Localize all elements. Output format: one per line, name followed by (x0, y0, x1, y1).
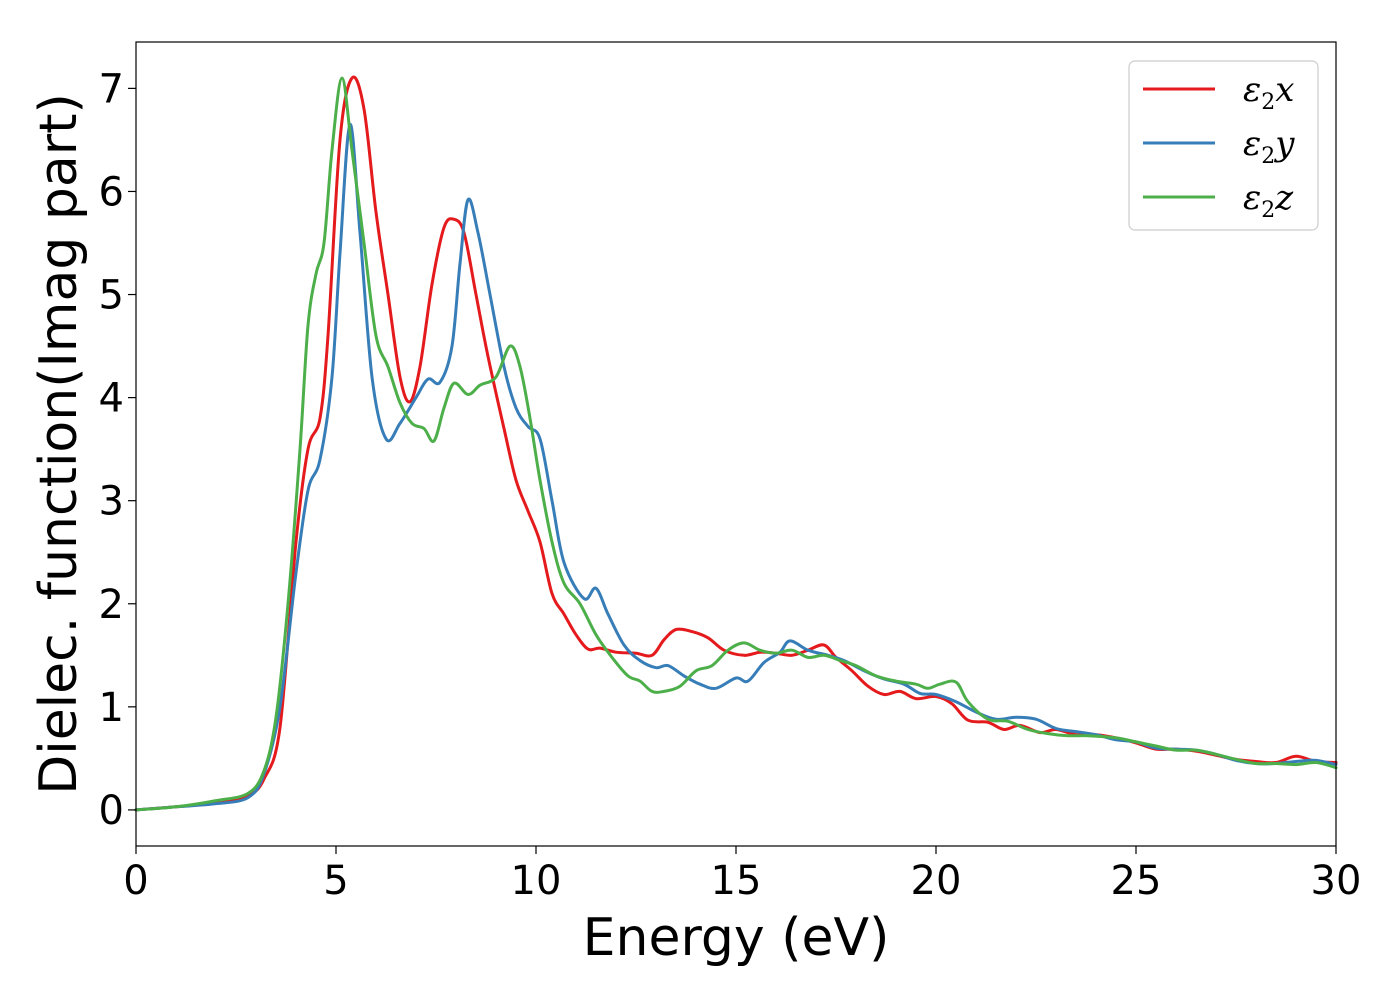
series-line-z (134, 76, 1338, 812)
y-tick-label: 4 (99, 376, 124, 422)
legend-subscript: 2 (1261, 90, 1275, 115)
legend-box (1128, 60, 1319, 231)
legend-suffix: x (1275, 70, 1294, 110)
y-tick-label: 3 (99, 479, 124, 525)
legend-subscript: 2 (1261, 144, 1275, 169)
y-tick-label: 7 (99, 66, 124, 112)
x-tick-label: 10 (511, 858, 562, 904)
legend-label-z: ε2z (1243, 178, 1294, 223)
y-tick-label: 1 (99, 685, 124, 731)
x-tick-label: 5 (323, 858, 348, 904)
y-tick-label: 6 (99, 169, 124, 215)
legend-suffix: z (1274, 178, 1294, 218)
y-axis-title: Dielec. function(Imag part) (29, 93, 89, 795)
legend-symbol: ε (1243, 124, 1261, 164)
legend-symbol: ε (1243, 178, 1261, 218)
x-axis: 0 5 10 15 20 25 30 (123, 846, 1361, 904)
x-tick-label: 30 (1311, 858, 1362, 904)
y-axis: 0 1 2 3 4 5 6 7 (99, 66, 136, 834)
y-tick-label: 0 (99, 788, 124, 834)
x-axis-title: Energy (eV) (583, 908, 890, 968)
x-tick-label: 15 (711, 858, 762, 904)
series-layer (134, 75, 1338, 812)
y-tick-label: 5 (99, 273, 124, 319)
legend-label-x: ε2x (1243, 70, 1294, 115)
legend-suffix: y (1273, 124, 1295, 164)
legend-subscript: 2 (1261, 198, 1275, 223)
legend-label-y: ε2y (1243, 124, 1295, 169)
legend-symbol: ε (1243, 70, 1261, 110)
x-tick-label: 0 (123, 858, 148, 904)
x-tick-label: 25 (1111, 858, 1162, 904)
y-tick-label: 2 (99, 582, 124, 628)
x-tick-label: 20 (911, 858, 962, 904)
